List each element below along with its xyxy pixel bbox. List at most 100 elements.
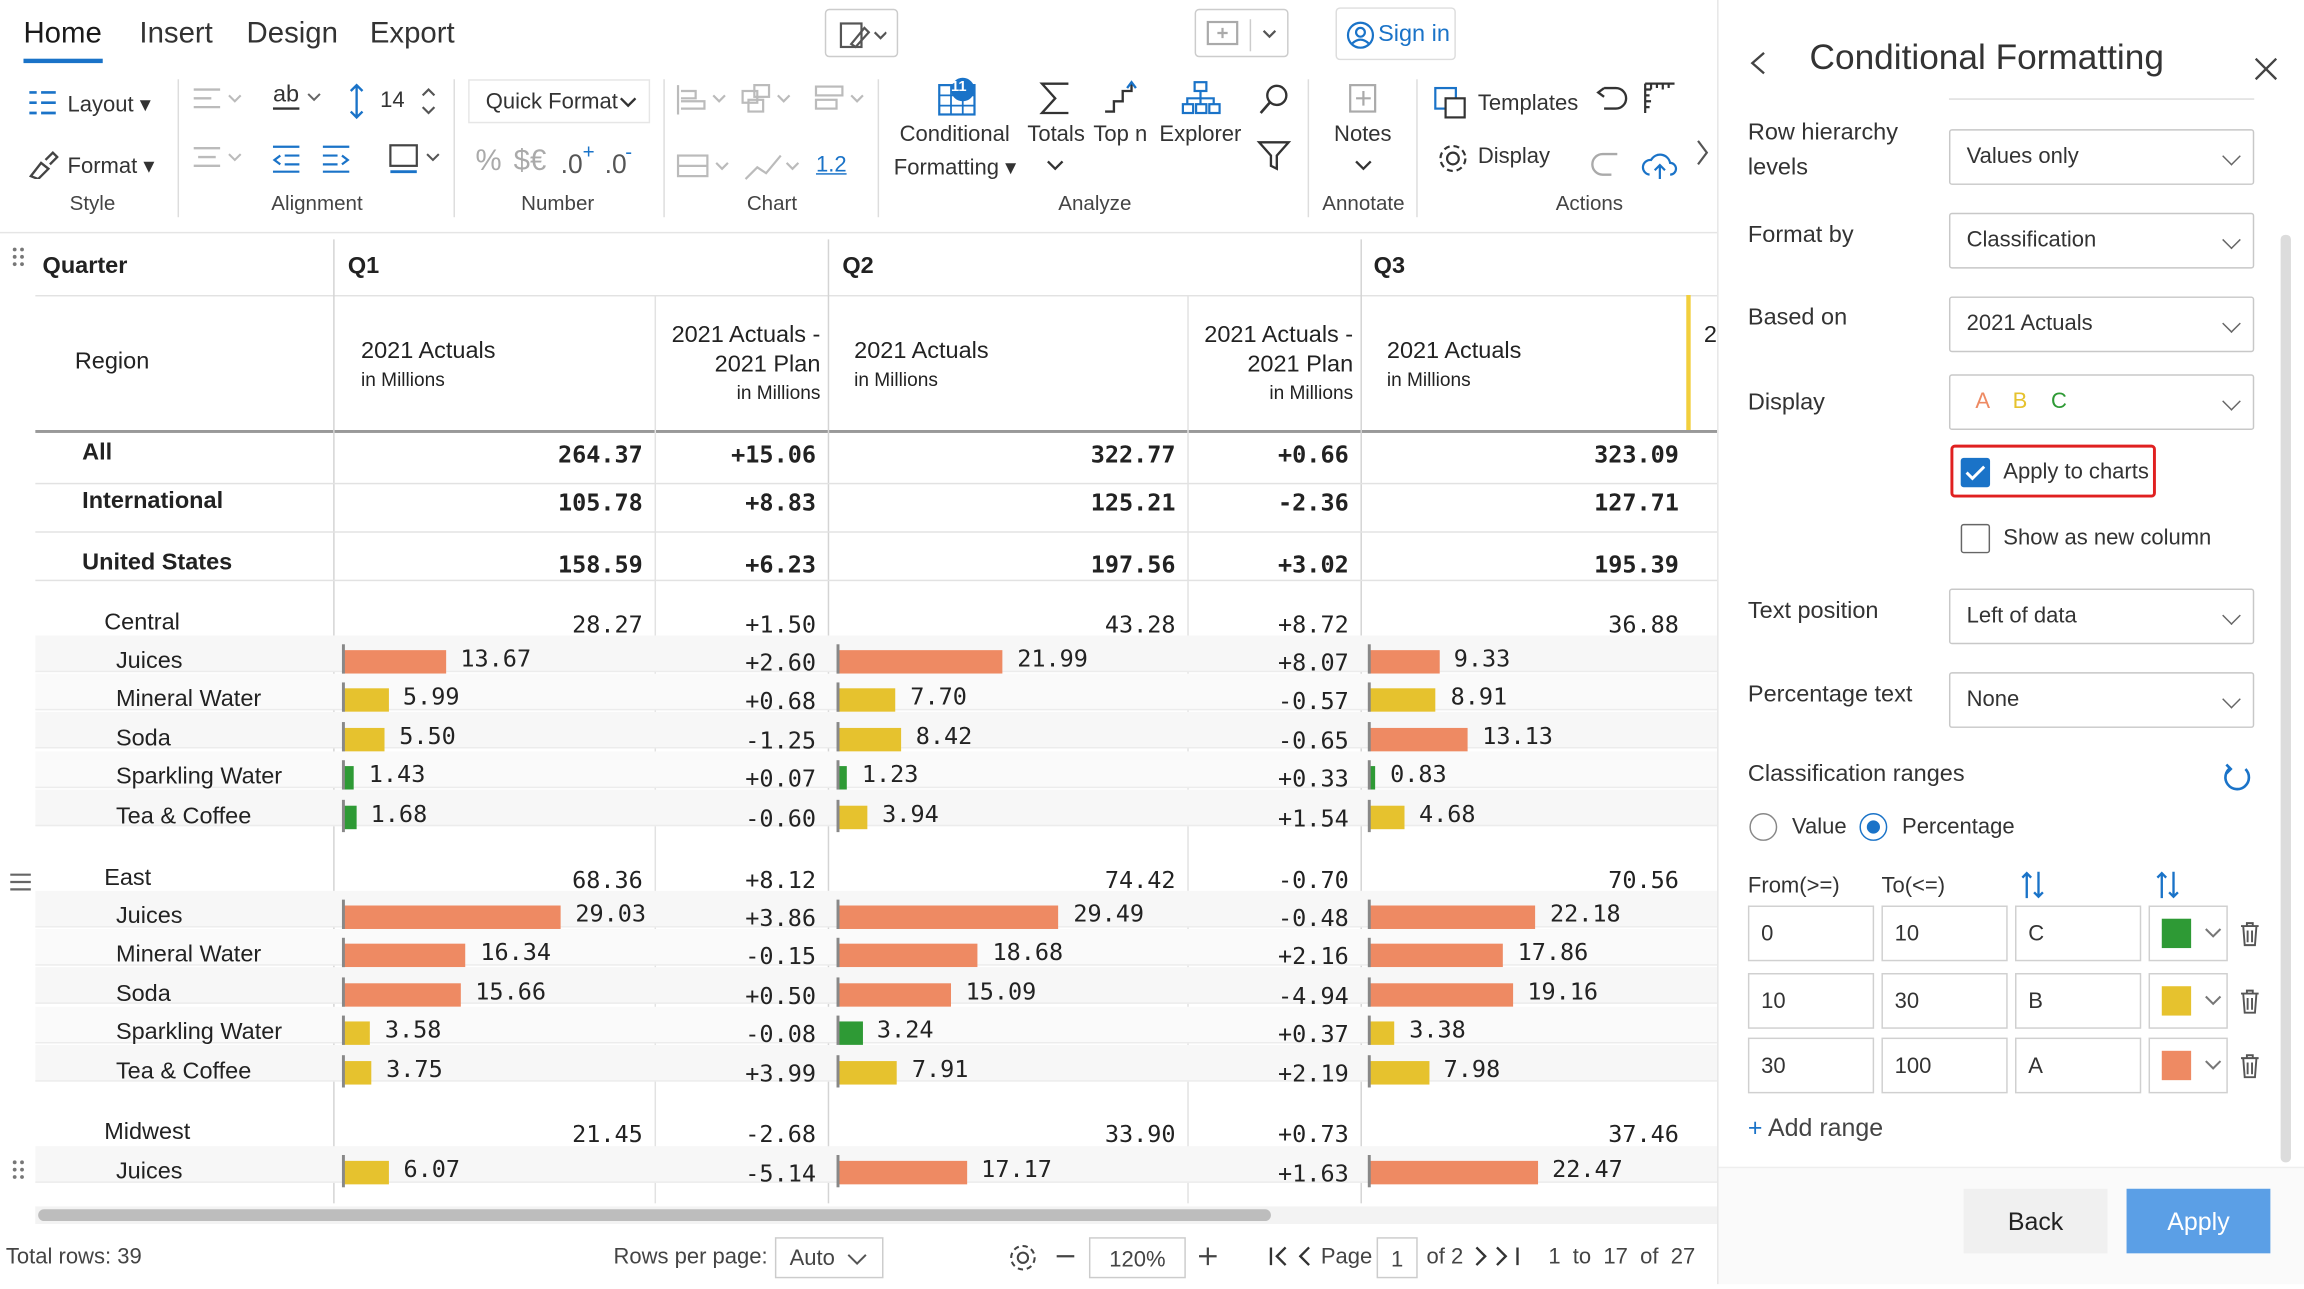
range-color-picker[interactable] <box>2148 905 2228 962</box>
row-label[interactable]: Soda <box>115 981 171 1007</box>
row-label[interactable]: United States <box>82 550 233 576</box>
range-color-picker[interactable] <box>2148 973 2228 1029</box>
row-label[interactable]: Juices <box>115 904 183 929</box>
chart-scale-value[interactable]: 1.2 <box>815 152 847 178</box>
gear-icon[interactable] <box>1007 1242 1039 1274</box>
number-format-icons[interactable]: % $€ .0 + .0- <box>476 141 637 182</box>
add-range-button[interactable]: + Add range <box>1747 1113 1884 1142</box>
menu-icon[interactable] <box>9 872 32 893</box>
next-last-page-icons[interactable] <box>1471 1245 1524 1268</box>
back-arrow-icon[interactable] <box>1748 50 1769 76</box>
top-n-button[interactable]: Top n <box>1089 76 1154 149</box>
row-hierarchy-dropdown[interactable]: Values only <box>1948 129 2255 185</box>
row-label[interactable]: International <box>82 488 224 514</box>
chart-type-icons[interactable] <box>675 82 880 117</box>
conditional-formatting-button[interactable]: 11 Conditional Formatting ▾ <box>886 76 1021 188</box>
sign-in-button[interactable]: Sign in <box>1335 7 1456 61</box>
tab-insert[interactable]: Insert <box>139 17 213 50</box>
sort-icon[interactable] <box>2154 869 2180 901</box>
text-wrap-icon[interactable]: ab <box>270 81 326 116</box>
redo-icon[interactable] <box>1591 144 1629 179</box>
back-button[interactable]: Back <box>1963 1188 2108 1254</box>
trash-icon[interactable] <box>2238 988 2261 1014</box>
row-label[interactable]: Midwest <box>104 1119 191 1145</box>
layout-menu[interactable]: Layout ▾ <box>67 92 151 118</box>
percentage-text-dropdown[interactable]: None <box>1948 672 2255 728</box>
format-by-dropdown[interactable]: Classification <box>1948 212 2255 269</box>
range-color-picker[interactable] <box>2148 1037 2228 1094</box>
row-label[interactable]: Tea & Coffee <box>115 804 252 830</box>
trash-icon[interactable] <box>2238 920 2261 947</box>
quarter-q1-header[interactable]: Q1 <box>347 253 380 279</box>
quick-format-dropdown[interactable]: Quick Format <box>468 79 651 124</box>
range-from-input[interactable]: 10 <box>1747 973 1875 1029</box>
search-icon[interactable] <box>1256 82 1291 117</box>
radio-value[interactable] <box>1749 813 1778 841</box>
templates-button[interactable]: Templates <box>1432 82 1582 123</box>
format-menu[interactable]: Format ▾ <box>67 154 155 180</box>
close-icon[interactable] <box>2253 56 2279 82</box>
indent-icon[interactable] <box>317 141 355 176</box>
row-label[interactable]: Sparkling Water <box>115 764 283 790</box>
range-class-input[interactable]: A <box>2015 1037 2142 1094</box>
range-from-input[interactable]: 0 <box>1747 905 1875 962</box>
column-header-diff[interactable]: 2021 Actuals - <box>1204 322 1354 348</box>
row-label[interactable]: Soda <box>115 726 171 752</box>
tab-home[interactable]: Home <box>23 17 102 50</box>
align-left-icon[interactable] <box>191 85 247 114</box>
column-header-actuals[interactable]: 2021 Actuals <box>854 339 989 364</box>
scrollbar-thumb[interactable] <box>38 1209 1271 1222</box>
font-size-input[interactable]: 14 <box>380 88 405 114</box>
rows-per-page-select[interactable]: Auto <box>774 1237 884 1279</box>
quarter-q3-header[interactable]: Q3 <box>1373 253 1405 279</box>
font-size-stepper-icon[interactable] <box>418 82 439 120</box>
column-header-actuals[interactable]: 2021 Actuals <box>1386 339 1522 364</box>
zoom-in-icon[interactable] <box>1196 1245 1219 1268</box>
trash-icon[interactable] <box>2238 1052 2261 1079</box>
quarter-q2-header[interactable]: Q2 <box>842 253 874 279</box>
totals-button[interactable]: Totals <box>1026 76 1085 188</box>
undo-icon[interactable] <box>1591 82 1629 117</box>
insert-comment-button[interactable] <box>1194 8 1289 58</box>
row-label[interactable]: Juices <box>115 648 183 674</box>
row-label[interactable]: Mineral Water <box>115 686 262 712</box>
range-to-input[interactable]: 100 <box>1881 1037 2008 1094</box>
cloud-upload-icon[interactable] <box>1641 147 1679 182</box>
explorer-button[interactable]: Explorer <box>1156 76 1241 149</box>
row-label[interactable]: Central <box>104 610 180 636</box>
align-center-icon[interactable] <box>191 144 247 173</box>
range-class-input[interactable]: C <box>2015 905 2142 962</box>
border-icon[interactable] <box>387 141 446 176</box>
range-to-input[interactable]: 30 <box>1881 973 2008 1029</box>
sort-icon[interactable] <box>2019 869 2045 901</box>
range-from-input[interactable]: 30 <box>1747 1037 1875 1094</box>
outdent-icon[interactable] <box>267 141 305 176</box>
edit-mode-button[interactable] <box>824 8 899 58</box>
filter-icon[interactable] <box>1256 138 1292 173</box>
apply-to-charts-checkbox[interactable] <box>1960 457 1991 488</box>
first-prev-page-icons[interactable] <box>1268 1245 1321 1268</box>
show-as-new-column-checkbox[interactable] <box>1960 523 1991 554</box>
range-class-input[interactable]: B <box>2015 973 2142 1029</box>
radio-percentage[interactable] <box>1859 813 1888 841</box>
based-on-dropdown[interactable]: 2021 Actuals <box>1948 296 2255 353</box>
ruler-icon[interactable] <box>1641 79 1679 117</box>
zoom-input[interactable]: 120% <box>1088 1237 1186 1279</box>
page-input[interactable]: 1 <box>1376 1237 1418 1279</box>
drag-handle-icon[interactable] <box>12 1159 27 1180</box>
horizontal-scrollbar[interactable] <box>35 1206 1718 1224</box>
notes-button[interactable]: Notes <box>1327 76 1400 188</box>
apply-button[interactable]: Apply <box>2126 1188 2271 1254</box>
tab-export[interactable]: Export <box>369 17 455 50</box>
column-resize-indicator[interactable] <box>1686 294 1691 431</box>
display-settings-button[interactable]: Display <box>1432 138 1564 179</box>
row-label[interactable]: All <box>82 440 113 466</box>
row-label[interactable]: Mineral Water <box>115 942 262 968</box>
column-header-diff[interactable]: 2021 Actuals - <box>671 322 821 348</box>
range-to-input[interactable]: 10 <box>1881 905 2008 962</box>
tab-design[interactable]: Design <box>246 17 338 50</box>
sparkline-icons[interactable] <box>675 150 807 185</box>
row-label[interactable]: Tea & Coffee <box>115 1059 252 1085</box>
row-label[interactable]: Juices <box>115 1159 183 1185</box>
row-label[interactable]: East <box>104 865 152 891</box>
